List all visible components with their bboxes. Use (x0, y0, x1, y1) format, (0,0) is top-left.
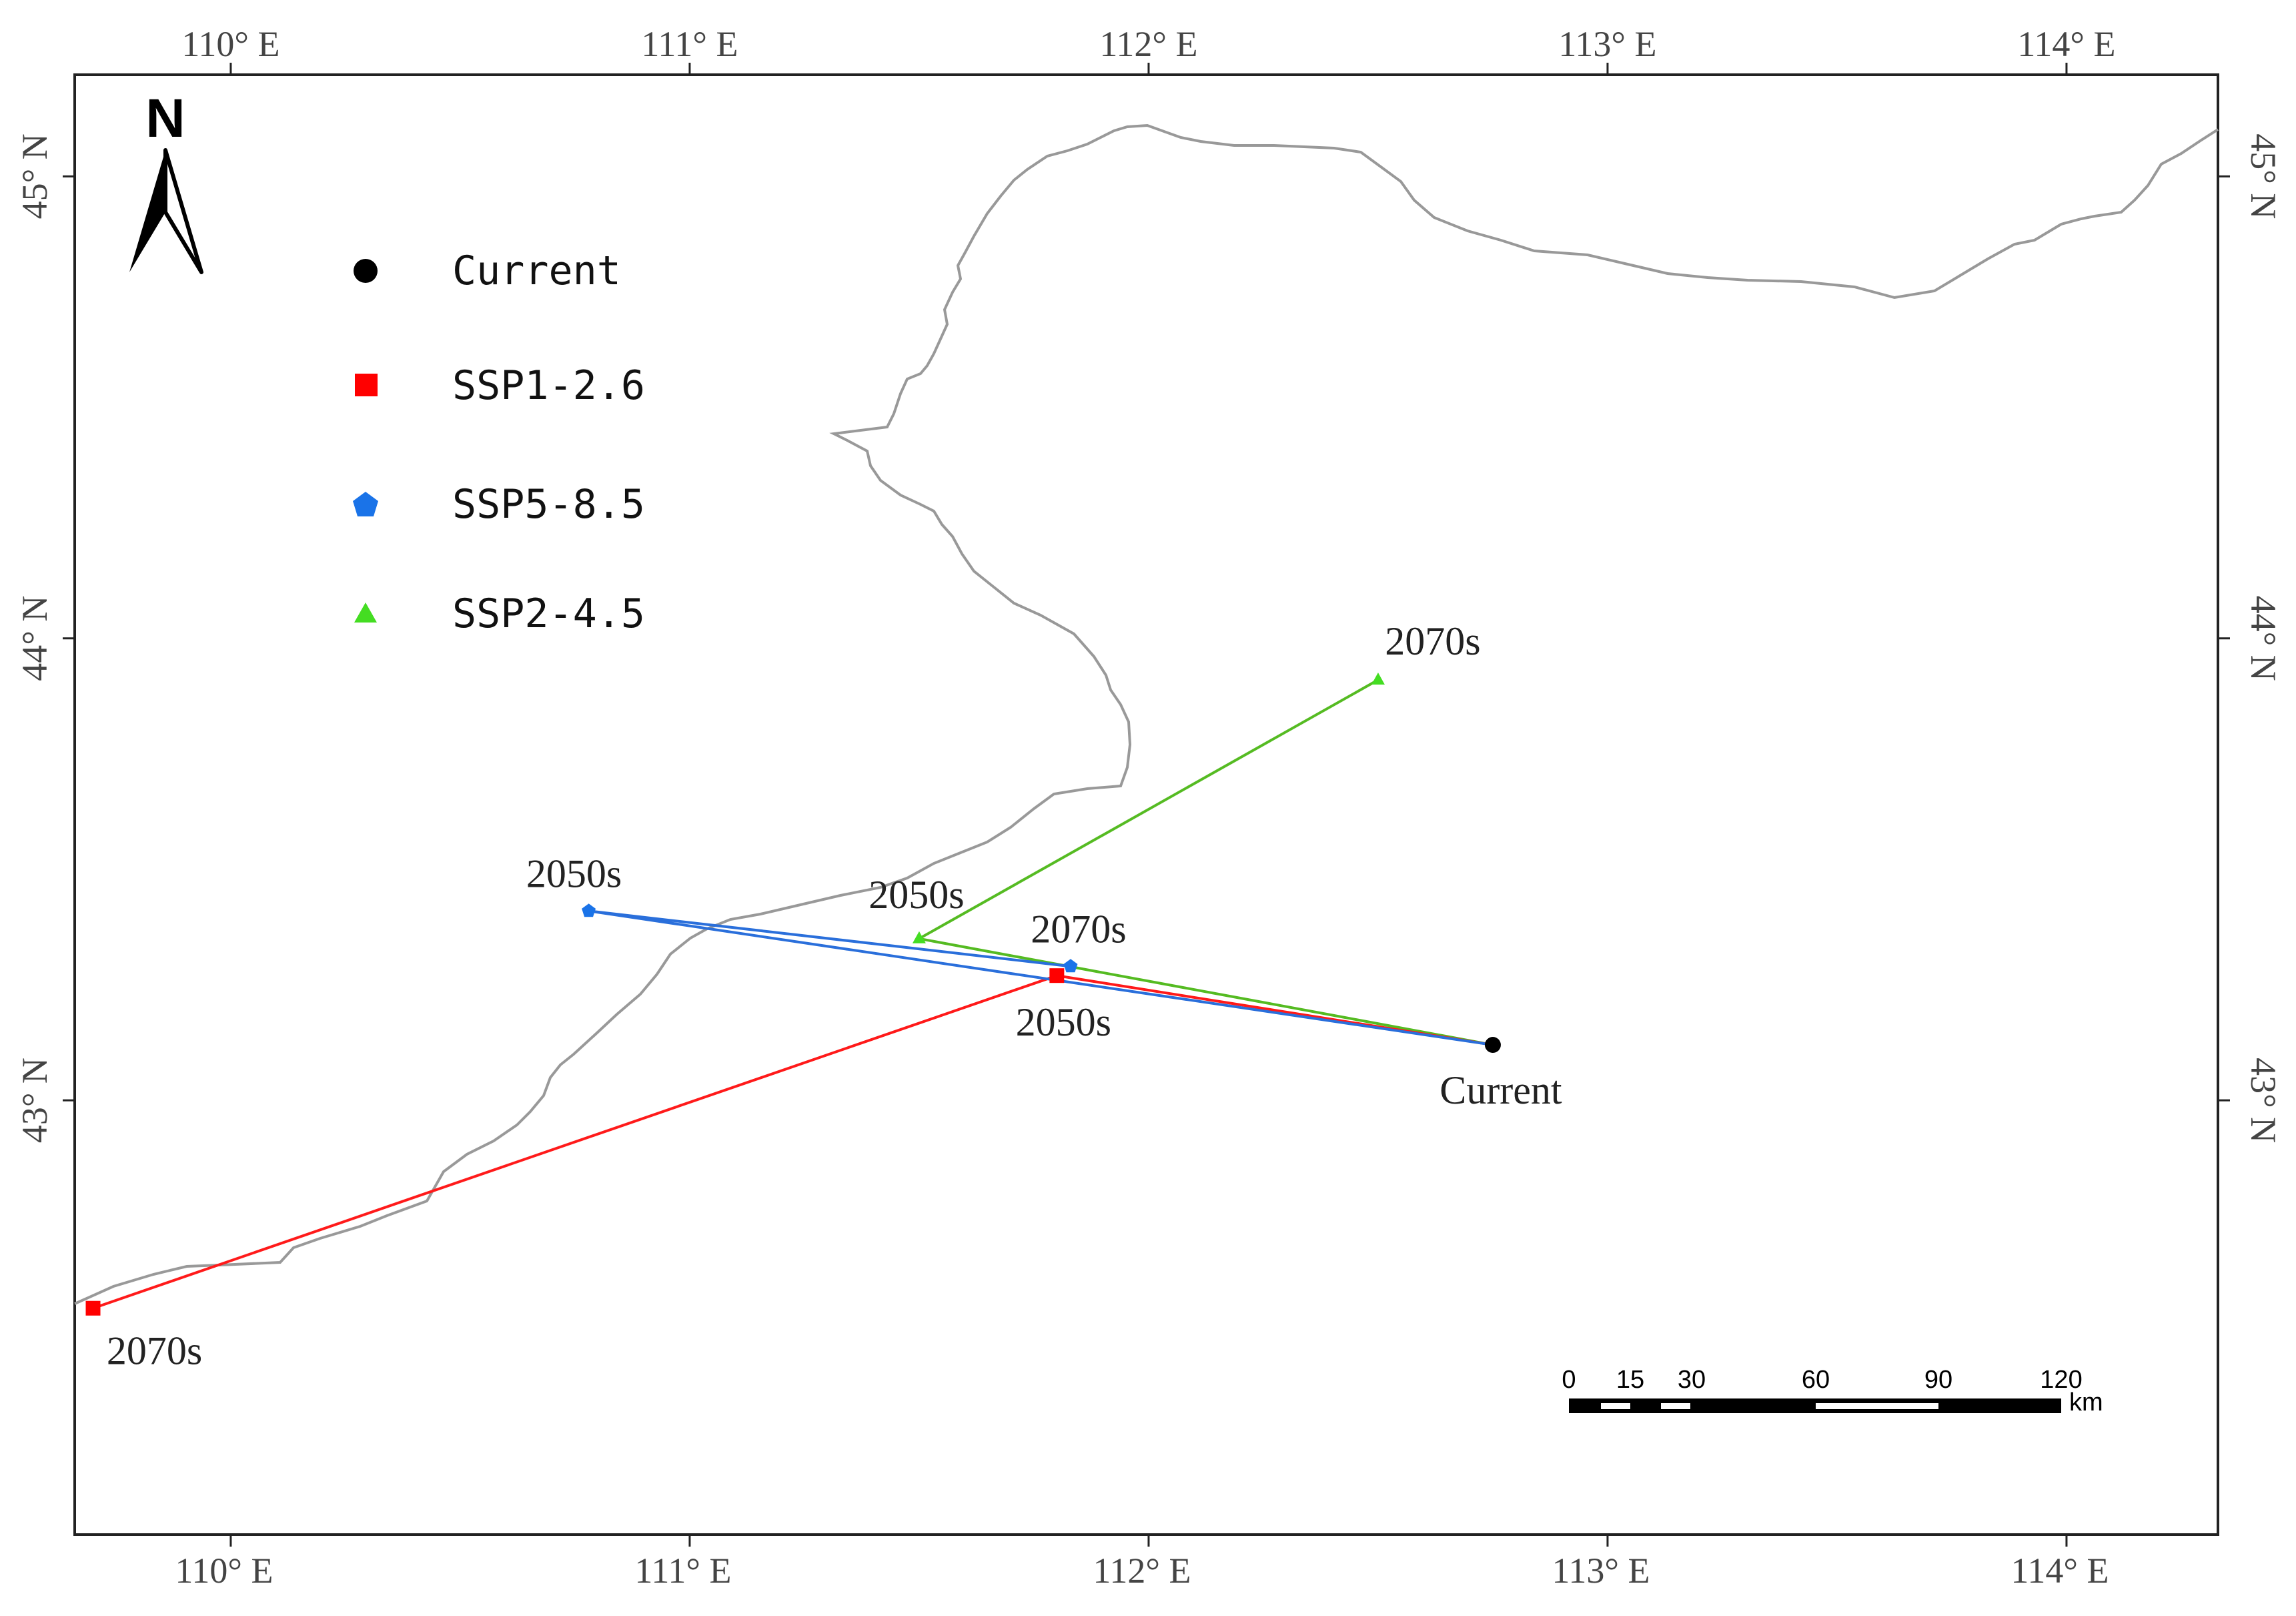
scale-bar: 0 15 30 60 90 120 km (1562, 1366, 2103, 1417)
legend: Current SSP1-2.6 SSP5-8.5 SSP2-4.5 (353, 248, 645, 637)
centroid-markers (85, 673, 1501, 1316)
scale-tick-30: 30 (1678, 1366, 1706, 1394)
point-label-ssp585_2050s: 2050s (526, 851, 622, 895)
marker-ssp585_2050s (582, 903, 596, 917)
lon-tick-label-bottom: 114° E (2011, 1551, 2109, 1591)
lat-tick-label-left: 43° N (15, 1058, 55, 1143)
lat-tick-label-right: 43° N (2243, 1058, 2283, 1143)
lon-tick-label-top: 110° E (181, 24, 279, 64)
scale-bar-segment (1661, 1403, 1690, 1409)
point-label-ssp245_2050s: 2050s (869, 873, 964, 917)
marker-ssp126_2070s (85, 1300, 101, 1316)
map-frame (73, 73, 2219, 1536)
legend-label-current: Current (452, 248, 621, 294)
lon-tick-label-bottom: 111° E (634, 1551, 731, 1591)
legend-label-ssp245: SSP2-4.5 (452, 590, 645, 637)
scale-bar-body (1569, 1398, 2061, 1413)
legend-item-ssp245: SSP2-4.5 (354, 590, 645, 637)
scale-bar-segment (1816, 1403, 1938, 1409)
point-label-current: Current (1440, 1068, 1562, 1112)
legend-symbol-pentagon (353, 492, 378, 516)
scale-bar-segment (1601, 1403, 1630, 1409)
point-labels: Current 2050s 2070s 2050s 2070s 2050s 2070s (107, 619, 1562, 1373)
scale-tick-15: 15 (1616, 1366, 1644, 1394)
lon-tick-label-bottom: 110° E (175, 1551, 273, 1591)
lat-tick-label-right: 45° N (2243, 133, 2283, 219)
lat-tick-label-right: 44° N (2243, 596, 2283, 681)
coordinate-ticks: 110° E 110° E 111° E 111° E 112° E 112° E 113°… (15, 24, 2283, 1591)
scale-tick-0: 0 (1562, 1366, 1576, 1394)
lon-tick-label-top: 112° E (1099, 24, 1197, 64)
legend-label-ssp585: SSP5-8.5 (452, 481, 645, 528)
north-arrow-icon: N (129, 88, 203, 274)
marker-ssp245_2070s (1371, 673, 1385, 685)
lon-tick-label-top: 113° E (1558, 24, 1656, 64)
marker-ssp126_2050s (1049, 968, 1065, 983)
boundary-line (74, 123, 2219, 1305)
lon-tick-label-top: 111° E (641, 24, 738, 64)
legend-symbol-circle (354, 259, 378, 283)
legend-item-current: Current (354, 248, 621, 294)
legend-label-ssp126: SSP1-2.6 (452, 362, 645, 409)
legend-item-ssp126: SSP1-2.6 (355, 362, 645, 409)
north-label: N (145, 88, 185, 149)
marker-ssp585_2070s (1063, 959, 1078, 973)
scale-tick-120: 120 (2040, 1366, 2082, 1394)
point-label-ssp245_2070s: 2070s (1385, 619, 1480, 663)
marker-ssp245_2050s (912, 931, 926, 943)
legend-item-ssp585: SSP5-8.5 (353, 481, 645, 528)
lon-tick-label-bottom: 112° E (1093, 1551, 1191, 1591)
legend-symbol-triangle (354, 602, 377, 623)
marker-current (1484, 1037, 1501, 1054)
point-label-ssp585_2070s: 2070s (1031, 907, 1126, 951)
scale-tick-60: 60 (1802, 1366, 1830, 1394)
scale-unit: km (2069, 1388, 2103, 1417)
lon-tick-label-top: 114° E (2017, 24, 2115, 64)
point-label-ssp126_2050s: 2050s (1016, 1000, 1111, 1044)
point-label-ssp126_2070s: 2070s (107, 1329, 202, 1373)
legend-symbol-square (355, 374, 378, 396)
lat-tick-label-left: 45° N (15, 133, 55, 219)
lat-tick-label-left: 44° N (15, 596, 55, 681)
lon-tick-label-bottom: 113° E (1552, 1551, 1650, 1591)
scale-tick-90: 90 (1924, 1366, 1952, 1394)
